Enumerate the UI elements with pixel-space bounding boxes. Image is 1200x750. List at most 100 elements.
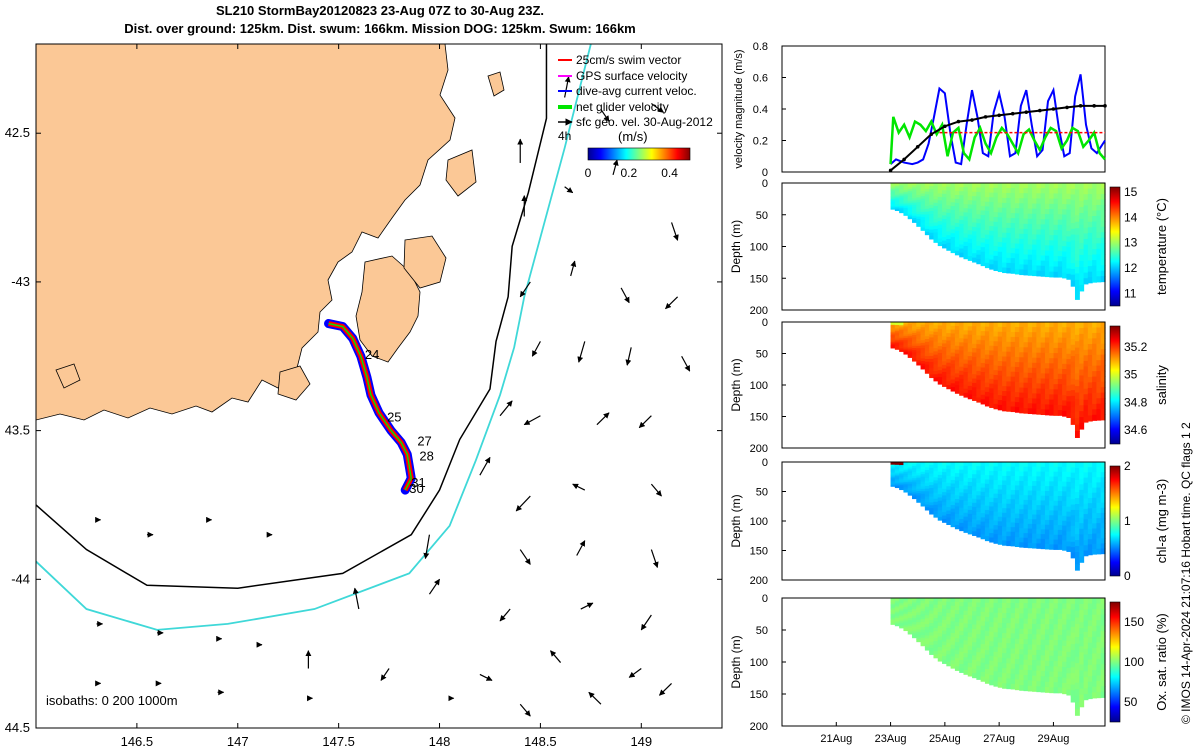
salinity-cell-48-7 — [1096, 360, 1102, 367]
temperature-cell-37-15 — [1049, 261, 1055, 267]
oxsat-cell-36-8 — [1044, 639, 1050, 646]
chla-cell-21-3 — [980, 474, 986, 480]
salinity-cell-8-12 — [924, 356, 930, 360]
temperature-cell-42-11 — [1070, 246, 1076, 253]
temperature-cell-16-5 — [959, 203, 965, 209]
salinity-cell-41-13 — [1066, 390, 1072, 397]
oxsat-cell-42-2 — [1070, 609, 1076, 616]
oxsat-cell-17-9 — [963, 636, 969, 641]
temperature-cell-0-2 — [890, 185, 896, 188]
chla-cell-25-15 — [997, 530, 1003, 536]
temperature-cell-28-0 — [1010, 183, 1016, 189]
map-ytick-label-2: 43.5 — [5, 423, 30, 438]
chla-cell-7-13 — [920, 493, 926, 497]
salinity-cell-21-6 — [980, 349, 986, 355]
temperature-cell-16-11 — [959, 228, 965, 233]
salinity-cell-41-7 — [1066, 359, 1072, 365]
oxsat-cell-5-7 — [912, 613, 917, 617]
salinity-cell-23-0 — [989, 322, 995, 328]
oxsat-cell-34-7 — [1036, 634, 1042, 641]
temperature-cell-38-16 — [1053, 266, 1059, 273]
salinity-cell-1-5 — [894, 329, 900, 332]
salinity-cell-47-11 — [1092, 382, 1098, 389]
salinity-cell-22-10 — [984, 368, 990, 374]
salinity-cell-39-15 — [1057, 399, 1063, 406]
temperature-cell-34-17 — [1036, 270, 1042, 277]
oxsat-cell-30-0 — [1019, 598, 1025, 604]
chla-cell-9-14 — [929, 502, 935, 506]
oxsat-cell-11-7 — [937, 622, 943, 627]
chla-cell-3-17 — [903, 490, 909, 493]
salinity-cell-6-4 — [916, 331, 922, 335]
oxsat-cell-27-6 — [1006, 628, 1012, 634]
chla-cell-3-14 — [903, 485, 909, 488]
chla-cell-31-10 — [1023, 509, 1029, 515]
oxsat-cell-23-17 — [989, 679, 995, 686]
chla-cell-33-2 — [1032, 471, 1037, 477]
oxsat-cell-23-3 — [989, 612, 995, 618]
temperature-cell-49-15 — [1100, 265, 1106, 272]
chla-cell-15-9 — [954, 495, 960, 500]
chla-cell-46-4 — [1087, 482, 1093, 489]
oxsat-cell-38-2 — [1053, 608, 1059, 615]
salinity-cell-45-10 — [1083, 377, 1089, 384]
chart-title: SL210 StormBay20120823 23-Aug 07Z to 30-… — [0, 2, 760, 38]
salinity-cell-1-2 — [894, 325, 900, 328]
salinity-cell-38-4 — [1053, 342, 1059, 349]
salinity-cell-19-12 — [972, 374, 977, 380]
temperature-cell-19-2 — [972, 191, 977, 197]
temperature-cell-33-9 — [1032, 229, 1037, 235]
temperature-cell-0-5 — [890, 190, 896, 193]
salinity-cell-21-10 — [980, 367, 986, 373]
chla-cell-49-4 — [1100, 482, 1106, 489]
oxsat-cell-11-8 — [937, 625, 943, 631]
salinity-cell-34-9 — [1036, 368, 1042, 374]
oxsat-cell-38-4 — [1053, 619, 1059, 625]
salinity-cell-20-11 — [976, 370, 982, 376]
temperature-cell-33-7 — [1032, 218, 1037, 225]
chla-cell-40-1 — [1062, 466, 1068, 473]
temperature-cell-21-11 — [980, 233, 986, 239]
temperature-cell-17-2 — [963, 191, 969, 197]
chla-cell-9-13 — [929, 499, 935, 503]
chla-cell-35-0 — [1040, 462, 1046, 468]
chla-cell-46-7 — [1087, 498, 1093, 504]
temperature-cell-26-0 — [1002, 183, 1007, 189]
chla-cell-35-9 — [1040, 505, 1046, 511]
oxsat-cell-6-10 — [916, 622, 922, 626]
chla-cell-39-5 — [1057, 486, 1063, 492]
velocity-arrow-28 — [352, 587, 360, 610]
oxsat-cell-45-8 — [1083, 643, 1089, 650]
chla-cell-8-12 — [924, 493, 930, 498]
temperature-cell-43-15 — [1074, 279, 1080, 287]
oxsat-cell-25-11 — [997, 652, 1003, 659]
temperature-cell-30-6 — [1019, 213, 1025, 220]
oxsat-cell-25-10 — [997, 647, 1003, 654]
temperature-cell-7-12 — [920, 214, 926, 218]
chla-cell-33-4 — [1032, 481, 1037, 487]
chla-cell-47-9 — [1092, 508, 1098, 514]
salinity-cell-12-13 — [942, 368, 947, 373]
oxsat-cell-29-12 — [1014, 659, 1020, 665]
chla-cell-41-10 — [1066, 511, 1072, 518]
chla-cell-44-10 — [1079, 517, 1085, 524]
chla-cell-2-10 — [899, 477, 905, 480]
temperature-cell-41-0 — [1066, 183, 1072, 189]
temperature-cell-9-8 — [929, 207, 935, 212]
salinity-cell-26-6 — [1002, 351, 1007, 358]
oxsat-cell-16-0 — [959, 598, 965, 603]
oxsat-cell-38-13 — [1053, 666, 1059, 673]
salinity-cell-20-15 — [976, 388, 982, 394]
chla-cell-6-17 — [916, 499, 922, 503]
temperature-cell-46-2 — [1087, 194, 1093, 201]
temperature-cell-37-10 — [1049, 235, 1055, 241]
temperature-cell-38-7 — [1053, 219, 1059, 226]
oxsat-cell-3-4 — [903, 605, 909, 608]
chla-cell-40-8 — [1062, 501, 1068, 507]
chla-cell-27-17 — [1006, 540, 1012, 547]
title-line-2: Dist. over ground: 125km. Dist. swum: 16… — [124, 21, 636, 36]
chla-cell-16-11 — [959, 503, 965, 509]
salinity-cell-32-5 — [1027, 347, 1033, 354]
chla-cell-28-7 — [1010, 494, 1016, 500]
